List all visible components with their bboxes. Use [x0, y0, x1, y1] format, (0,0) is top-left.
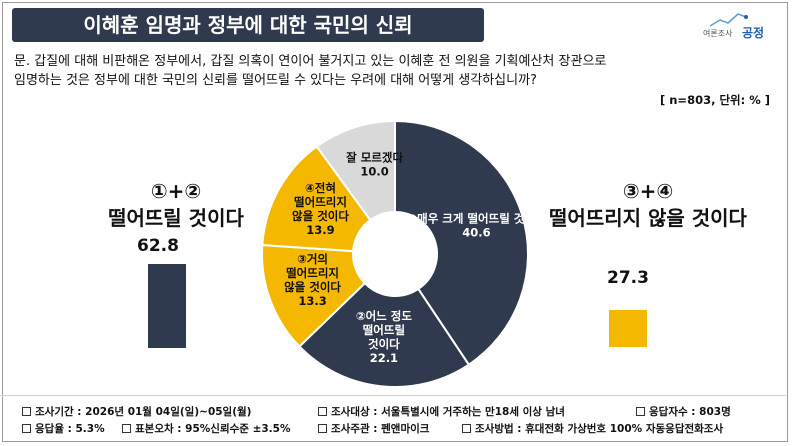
page-title: 이혜훈 임명과 정부에 대한 국민의 신뢰 [83, 13, 413, 37]
donut-slice-value-3: 13.3 [298, 294, 326, 308]
donut-slice-4 [261, 145, 372, 253]
left-group-bar [148, 264, 186, 348]
donut-slice-label-2: ②어느 정도 떨어뜨릴 것이다 [356, 309, 412, 351]
logo-trend-line [709, 13, 747, 27]
sample-info: [ n=803, 단위: % ] [659, 93, 770, 107]
footer-period: 조사기간 : 2026년 01월 04일(일)~05일(월) [22, 404, 251, 419]
right-group-bar [609, 310, 647, 347]
bullet-icon [318, 424, 327, 433]
right-group-value: 27.3 [607, 268, 649, 288]
donut-slice-value-2: 22.1 [370, 351, 398, 365]
footer-divider [0, 395, 786, 396]
logo-icon [709, 13, 748, 27]
survey-question: 문. 갑질에 대해 비판해온 정부에서, 갑질 의혹이 연이어 불거지고 있는 … [14, 54, 607, 88]
bullet-icon [318, 407, 327, 416]
donut-slice-label-3: ③거의 떨어뜨리지 않을 것이다 [284, 252, 341, 294]
footer-sponsor: 조사주관 : 펜앤마이크 [318, 421, 429, 436]
logo-dot [744, 15, 748, 19]
donut-slice-label-5: 잘 모르겠다 [346, 151, 403, 165]
bullet-icon [22, 424, 31, 433]
donut-slice-value-5: 10.0 [360, 165, 388, 179]
footer-method: 조사방법 : 휴대전화 가상번호 100% 자동응답전화조사 [462, 421, 723, 436]
donut-slice-value-1: 40.6 [462, 225, 490, 239]
footer-margin-error: 표본오차 : 95%신뢰수준 ±3.5% [122, 421, 291, 436]
footer-target: 조사대상 : 서울특별시에 거주하는 만18세 이상 남녀 [318, 404, 565, 419]
donut-slice-value-4: 13.9 [306, 223, 334, 237]
donut-slice-label-1: ①매우 크게 떨어뜨릴 것이다 [407, 211, 546, 225]
donut-slice-5 [315, 119, 396, 222]
bullet-icon [22, 407, 31, 416]
right-group-title: ③+④ 떨어뜨리지 않을 것이다 [549, 179, 747, 230]
footer-response-rate: 응답율 : 5.3% [22, 421, 105, 436]
footer-sample-size: 응답자수 : 803명 [636, 404, 731, 419]
bullet-icon [636, 407, 645, 416]
logo-main-text: 공정 [742, 26, 765, 40]
logo-sub-text: 여론조사 [703, 29, 733, 38]
title-bar: 이혜훈 임명과 정부에 대한 국민의 신뢰 [12, 8, 484, 42]
donut-slice-3 [261, 243, 367, 348]
left-group-value: 62.8 [137, 236, 179, 256]
donut-slice-label-4: ④전혀 떨어뜨리지 않을 것이다 [292, 181, 349, 223]
bullet-icon [462, 424, 471, 433]
donut-slice-2 [298, 281, 471, 388]
bullet-icon [122, 424, 131, 433]
left-group-title: ①+② 떨어뜨릴 것이다 [108, 179, 244, 230]
